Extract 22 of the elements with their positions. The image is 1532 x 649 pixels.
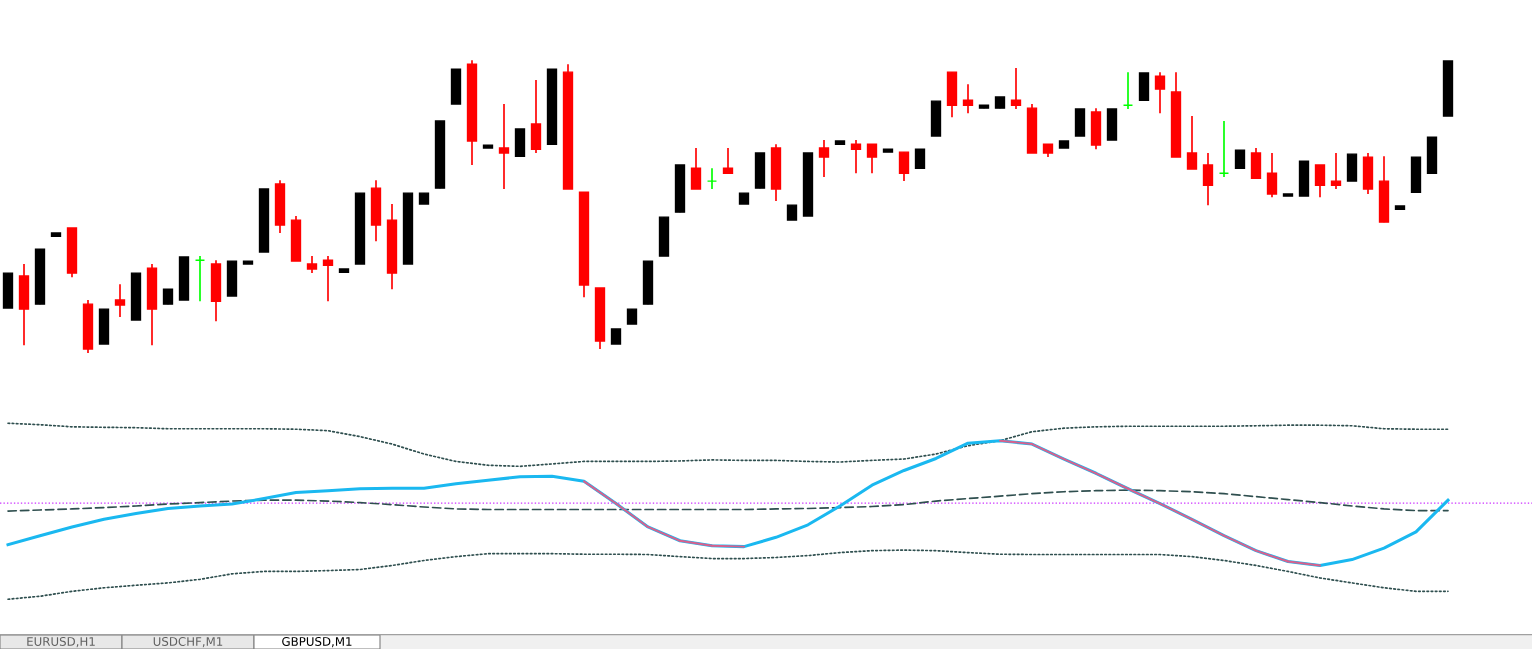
candlestick: [914, 148, 926, 169]
candlestick: [1010, 67, 1022, 110]
candlestick: [1330, 152, 1342, 190]
candlestick: [1186, 115, 1198, 170]
text: GBPUSD,M1: [282, 637, 352, 648]
candlestick: [322, 255, 334, 303]
candlestick: [850, 139, 862, 175]
candlestick: [866, 143, 878, 175]
candlestick: [1154, 71, 1166, 114]
candlestick: [898, 151, 910, 182]
candlestick: [1234, 149, 1246, 169]
candlestick: [962, 83, 974, 114]
text: EURUSD,H1: [27, 637, 95, 648]
candlestick: [690, 147, 702, 190]
candlestick: [498, 103, 510, 190]
text: USDCHF,M1: [153, 637, 223, 648]
candlestick: [1314, 164, 1326, 199]
candlestick: [722, 147, 734, 175]
candlestick: [1266, 152, 1278, 199]
candlestick: [114, 283, 126, 318]
candlestick: [1202, 152, 1214, 206]
candlestick: [818, 139, 830, 178]
